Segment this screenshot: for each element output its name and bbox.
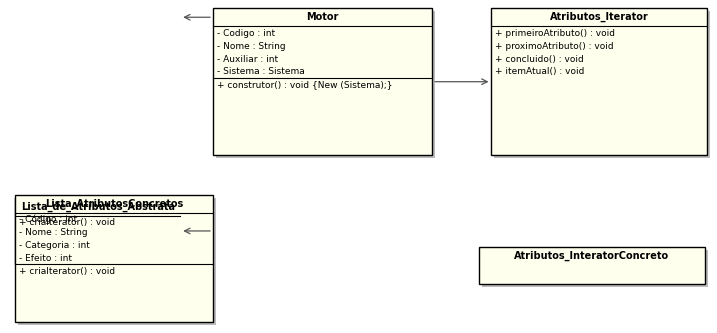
Text: + crialterator() : void: + crialterator() : void bbox=[19, 267, 115, 276]
Text: - Efeito : int: - Efeito : int bbox=[19, 254, 72, 263]
Text: - Codigo : int: - Codigo : int bbox=[217, 29, 275, 38]
Bar bbox=[478, 247, 705, 284]
Text: - Nome : String: - Nome : String bbox=[217, 42, 285, 51]
Text: Motor: Motor bbox=[306, 12, 338, 22]
Text: - Auxiliar : int: - Auxiliar : int bbox=[217, 55, 278, 64]
Text: Lista_de_Atributos_Abstrata: Lista_de_Atributos_Abstrata bbox=[21, 201, 175, 212]
Text: + construtor() : void {New (Sistema);}: + construtor() : void {New (Sistema);} bbox=[217, 80, 392, 89]
Text: + crialterator() : void: + crialterator() : void bbox=[19, 218, 115, 227]
Text: + itemAtual() : void: + itemAtual() : void bbox=[495, 68, 585, 77]
Text: - Categoria : int: - Categoria : int bbox=[19, 241, 90, 250]
Text: - Código : int: - Código : int bbox=[19, 215, 77, 224]
Bar bbox=[15, 198, 180, 264]
Bar bbox=[15, 195, 213, 322]
Text: + concluido() : void: + concluido() : void bbox=[495, 55, 584, 64]
Bar bbox=[491, 8, 707, 155]
Text: Lista_AtributosConcretos: Lista_AtributosConcretos bbox=[45, 198, 184, 209]
Text: + primeiroAtributo() : void: + primeiroAtributo() : void bbox=[495, 29, 615, 38]
Bar bbox=[213, 8, 432, 155]
Bar bbox=[495, 11, 710, 158]
Bar bbox=[19, 198, 216, 325]
Bar bbox=[482, 250, 708, 287]
Text: Atributos_InteratorConcreto: Atributos_InteratorConcreto bbox=[514, 251, 669, 261]
Text: Atributos_Iterator: Atributos_Iterator bbox=[550, 12, 648, 22]
Text: - Nome : String: - Nome : String bbox=[19, 228, 88, 237]
Bar bbox=[19, 201, 184, 267]
Bar bbox=[216, 11, 435, 158]
Text: - Sistema : Sistema: - Sistema : Sistema bbox=[217, 68, 305, 77]
Text: + proximoAtributo() : void: + proximoAtributo() : void bbox=[495, 42, 614, 51]
